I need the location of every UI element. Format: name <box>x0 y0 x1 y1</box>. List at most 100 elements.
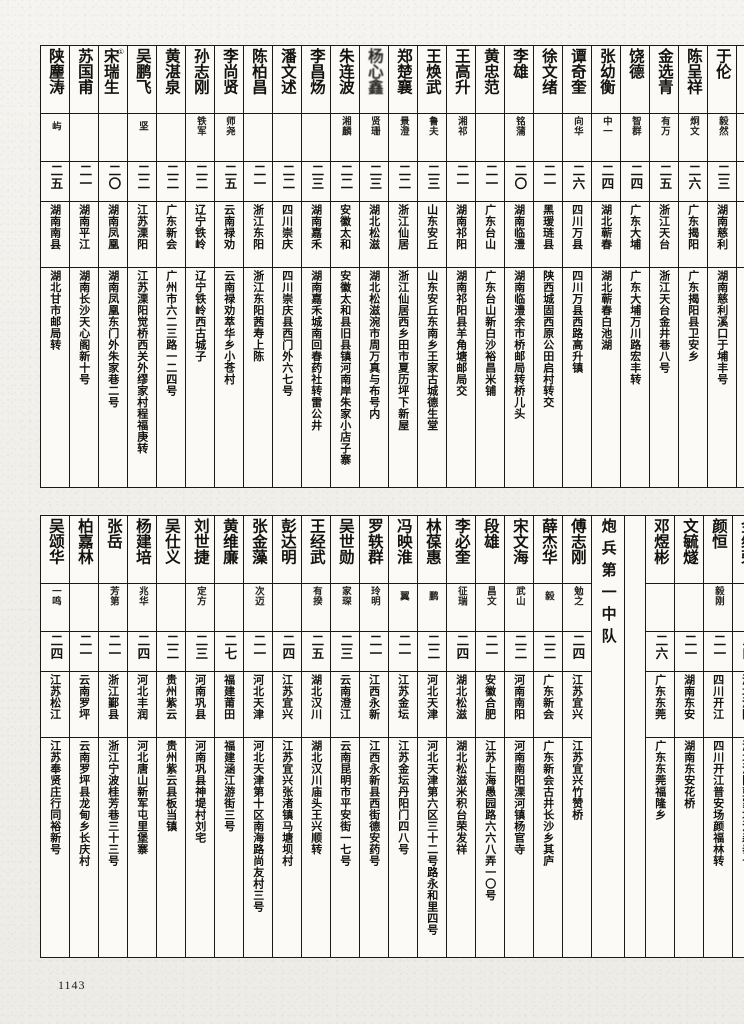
entry-origin-cell-text: 广东台山 <box>484 204 495 250</box>
entry-name-cell-text: 王经武 <box>308 518 324 565</box>
entry-age-cell: 二五 <box>41 162 70 202</box>
entry-name-cell: 王高升 <box>447 46 476 114</box>
entry-address-cell: 河北天津第六区三十二号路永和里四号 <box>418 738 447 958</box>
entry-age-cell-text: 二三 <box>426 164 439 190</box>
entry-origin-cell-text: 浙江鄞县 <box>107 674 118 720</box>
entry-age-cell: 二一 <box>389 632 418 672</box>
entry-age-cell: 二四 <box>621 162 650 202</box>
entry-name-cell: 黄湛泉 <box>157 46 186 114</box>
entry-address-cell-text: 江苏奉贤庄行同裕新号 <box>49 740 61 855</box>
entry-age-cell-text: 二一 <box>484 164 497 190</box>
entry-name-cell: 林葆惠 <box>418 516 447 584</box>
entry-age-cell-text: 二二 <box>339 164 352 190</box>
entry-name-cell-text: 薛杰华 <box>540 518 556 565</box>
entry-alias-cell: 师尧 <box>215 114 244 162</box>
entry-alias-cell: 兆华 <box>128 584 157 632</box>
entry-alias-cell: 顺诚 <box>733 584 744 632</box>
row-origin: 湖南南县湖南平江湖南凤凰江苏溧阳广东新会辽宁铁岭云南禄劝浙江东阳四川崇庆湖南嘉禾… <box>41 202 744 268</box>
entry-address-cell: 江苏金坛丹阳门四八号 <box>389 738 418 958</box>
entry-name-cell-text: 张金藻 <box>250 518 266 565</box>
entry-origin-cell-text: 湖南平江 <box>78 204 89 250</box>
entry-address-cell: 云南禄劝萃华乡小苍村 <box>215 268 244 488</box>
entry-name-cell-text: 金维荣 <box>739 518 744 565</box>
row-age: 二五二一二〇二二二二二二二五二一二二二三二二二三二二二三二一二一二〇二一二六二四… <box>41 162 744 202</box>
entry-address-cell-text: 陕西城固西原公田启村转交 <box>542 270 554 408</box>
entry-address-cell: 湖北松滋米积台荣发祥 <box>447 738 476 958</box>
entry-age-cell: 二四 <box>41 632 70 672</box>
entry-name-cell: 苏国甫 <box>70 46 99 114</box>
entry-age-cell: 二三 <box>360 162 389 202</box>
entry-alias-cell-text: 兆华 <box>137 586 147 606</box>
entry-name-cell-text: 潘文述 <box>279 48 295 95</box>
entry-age-cell: 二二 <box>186 162 215 202</box>
entry-age-cell: 二六 <box>563 162 592 202</box>
entry-name-cell-text: 黄湛泉 <box>163 48 179 95</box>
entry-name-cell-text: 文毓燧 <box>681 518 697 565</box>
entry-address-cell: 福建涵江游街三号 <box>215 738 244 958</box>
entry-age-cell-text: 二六 <box>654 634 667 660</box>
entry-address-cell-text: 贵州紫云县板当镇 <box>165 740 177 832</box>
entry-origin-cell: 浙江鄞县 <box>99 672 128 738</box>
entry-origin-cell: 广东新会 <box>157 202 186 268</box>
entry-age-cell: 二二 <box>273 162 302 202</box>
entry-origin-cell: 贵州紫云 <box>157 672 186 738</box>
entry-address-cell: 湖南长沙天心阁新十号 <box>70 268 99 488</box>
entry-age-cell-text: 二六 <box>571 164 584 190</box>
entry-name-cell: 张金藻 <box>244 516 273 584</box>
entry-origin-cell: 山东安丘 <box>418 202 447 268</box>
entry-alias-cell <box>70 114 99 162</box>
entry-alias-cell-text: 芳第 <box>108 586 118 606</box>
entry-address-cell-text: 湖南东安花桥 <box>683 740 695 809</box>
entry-name-cell: 潘文述 <box>273 46 302 114</box>
entry-alias-cell: 有揆 <box>302 584 331 632</box>
entry-alias-cell: 翼 <box>389 584 418 632</box>
entry-address-cell-text: 河北天津第十区南海路尚友村三号 <box>252 740 264 913</box>
entry-name-cell-text: 于伦 <box>714 48 730 79</box>
entry-name-cell: 彭达明 <box>273 516 302 584</box>
entry-name-cell: 刘世捷 <box>186 516 215 584</box>
entry-origin-cell: 四川万县 <box>563 202 592 268</box>
row-alias: 屿坚铁军师尧湘麟贤珊景澄鲁夫湘祁铭蒲向华中一智群有万炯文毅然别号 <box>41 114 744 162</box>
entry-origin-cell: 湖北汉川 <box>302 672 331 738</box>
entry-origin-cell: 江苏溧阳 <box>128 202 157 268</box>
entry-origin-cell: 河北丰润 <box>128 672 157 738</box>
entry-alias-cell-text: 中一 <box>601 116 611 136</box>
entry-age-cell-text: 二一 <box>683 634 696 660</box>
entry-address-cell-text: 云南禄劝萃华乡小苍村 <box>223 270 235 385</box>
entry-origin-cell-text: 辽宁铁岭 <box>194 204 205 250</box>
entry-alias-cell-text: 鲁夫 <box>427 116 437 136</box>
entry-age-cell: 二二 <box>418 632 447 672</box>
entry-alias-cell-text: 有万 <box>659 116 669 136</box>
entry-address-cell: 湖南东安花桥 <box>675 738 704 958</box>
entry-age-cell: 二〇 <box>99 162 128 202</box>
entry-alias-cell-text: 毅 <box>543 591 553 601</box>
entry-name-cell: 饶德 <box>621 46 650 114</box>
entry-name-cell: 龚应红 <box>737 46 744 114</box>
entry-alias-cell-text: 屿 <box>50 121 60 131</box>
entry-origin-cell-text: 广东东莞 <box>654 674 665 720</box>
entry-name-cell-text: 吴鹏飞 <box>134 48 150 95</box>
entry-age-cell-text: 二四 <box>136 634 149 660</box>
entry-alias-cell-text: 湘祁 <box>456 116 466 136</box>
entry-name-cell: 张岳 <box>99 516 128 584</box>
entry-alias-cell: 昌文 <box>476 584 505 632</box>
entry-origin-cell-text: 河南巩县 <box>194 674 205 720</box>
entry-alias-cell: 有万 <box>650 114 679 162</box>
entry-name-cell-text: 彭达明 <box>279 518 295 565</box>
entry-name-cell: 陈呈祥 <box>679 46 708 114</box>
entry-origin-cell-text: 湖北蕲春 <box>600 204 611 250</box>
entry-address-cell: 广州市六二三路一二四号 <box>157 268 186 488</box>
entry-address-cell-text: 湖南凤凰东门外朱家巷二号 <box>107 270 119 408</box>
entry-address-cell-text: 安徽太和县旧县镇河南岸朱家小店子寨 <box>339 270 351 466</box>
entry-alias-cell-text: 毅然 <box>717 116 727 136</box>
entry-address-cell-text: 湖南长沙天心阁新十号 <box>78 270 90 385</box>
entry-name-cell-text: 李昌炀 <box>308 48 324 95</box>
entry-name-cell-text: 宋文海 <box>511 518 527 565</box>
entry-name-cell: 郑楚襄 <box>389 46 418 114</box>
entry-origin-cell: 浙江天台 <box>650 202 679 268</box>
entry-name-cell: 傅志刚 <box>563 516 592 584</box>
entry-name-cell-text: 吴仕义 <box>163 518 179 565</box>
entry-age-cell-text: 二五 <box>658 164 671 190</box>
entry-name-cell: 李昌炀 <box>302 46 331 114</box>
entry-age-cell-text: 二二 <box>426 634 439 660</box>
